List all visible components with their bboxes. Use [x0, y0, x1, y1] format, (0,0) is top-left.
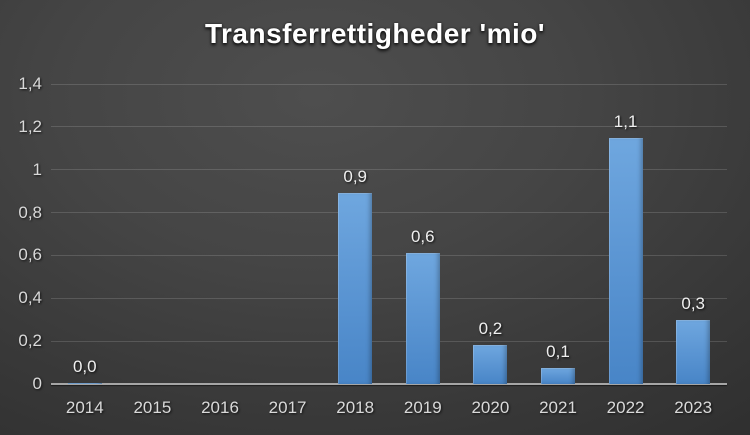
y-axis-tick-label: 0,6 [18, 245, 42, 265]
y-axis-tick-label: 1,4 [18, 74, 42, 93]
gridline [51, 297, 727, 299]
gridline [51, 254, 727, 256]
data-label-2022: 1,1 [613, 111, 638, 131]
x-axis-tick-label: 2023 [674, 398, 713, 417]
bar-2021 [541, 367, 575, 384]
y-axis-tick-label: 1 [32, 159, 42, 179]
bar-2022 [608, 137, 643, 384]
gridline [51, 126, 727, 128]
x-axis-tick-label: 2014 [65, 398, 104, 417]
x-axis-tick-label: 2017 [268, 398, 307, 417]
data-label-2014: 0,0 [72, 356, 97, 376]
bar-2020 [473, 345, 508, 384]
x-axis-tick-label: 2016 [201, 398, 239, 417]
y-axis-tick-label: 0 [32, 374, 42, 393]
y-axis-tick-label: 0,2 [18, 331, 42, 351]
chart-title: Transferrettigheder 'mio' [204, 18, 546, 49]
x-axis-tick-label: 2019 [403, 398, 442, 417]
y-axis-tick-label: 0,8 [18, 202, 42, 222]
gridline [51, 212, 727, 214]
x-axis-tick-label: 2021 [539, 398, 577, 417]
gridline [51, 83, 727, 85]
bar-2019 [405, 253, 440, 384]
gridline [51, 169, 727, 171]
gridline [51, 340, 727, 342]
bar-2023 [676, 319, 711, 384]
x-axis-line [51, 383, 727, 385]
data-label-2019: 0,6 [410, 227, 435, 247]
data-label-2020: 0,2 [478, 319, 503, 339]
x-axis-tick-label: 2015 [133, 398, 172, 417]
data-label-2021: 0,1 [546, 341, 570, 361]
data-label-2018: 0,9 [343, 167, 367, 187]
y-axis-tick-label: 1,2 [18, 116, 42, 136]
bar-2014 [67, 382, 102, 384]
x-axis-tick-label: 2022 [606, 398, 645, 417]
bar-2018 [338, 193, 373, 384]
x-axis-tick-label: 2018 [336, 398, 375, 417]
y-axis-tick-label: 0,4 [18, 288, 42, 308]
data-label-2023: 0,3 [681, 293, 705, 313]
x-axis-tick-label: 2020 [471, 398, 510, 417]
